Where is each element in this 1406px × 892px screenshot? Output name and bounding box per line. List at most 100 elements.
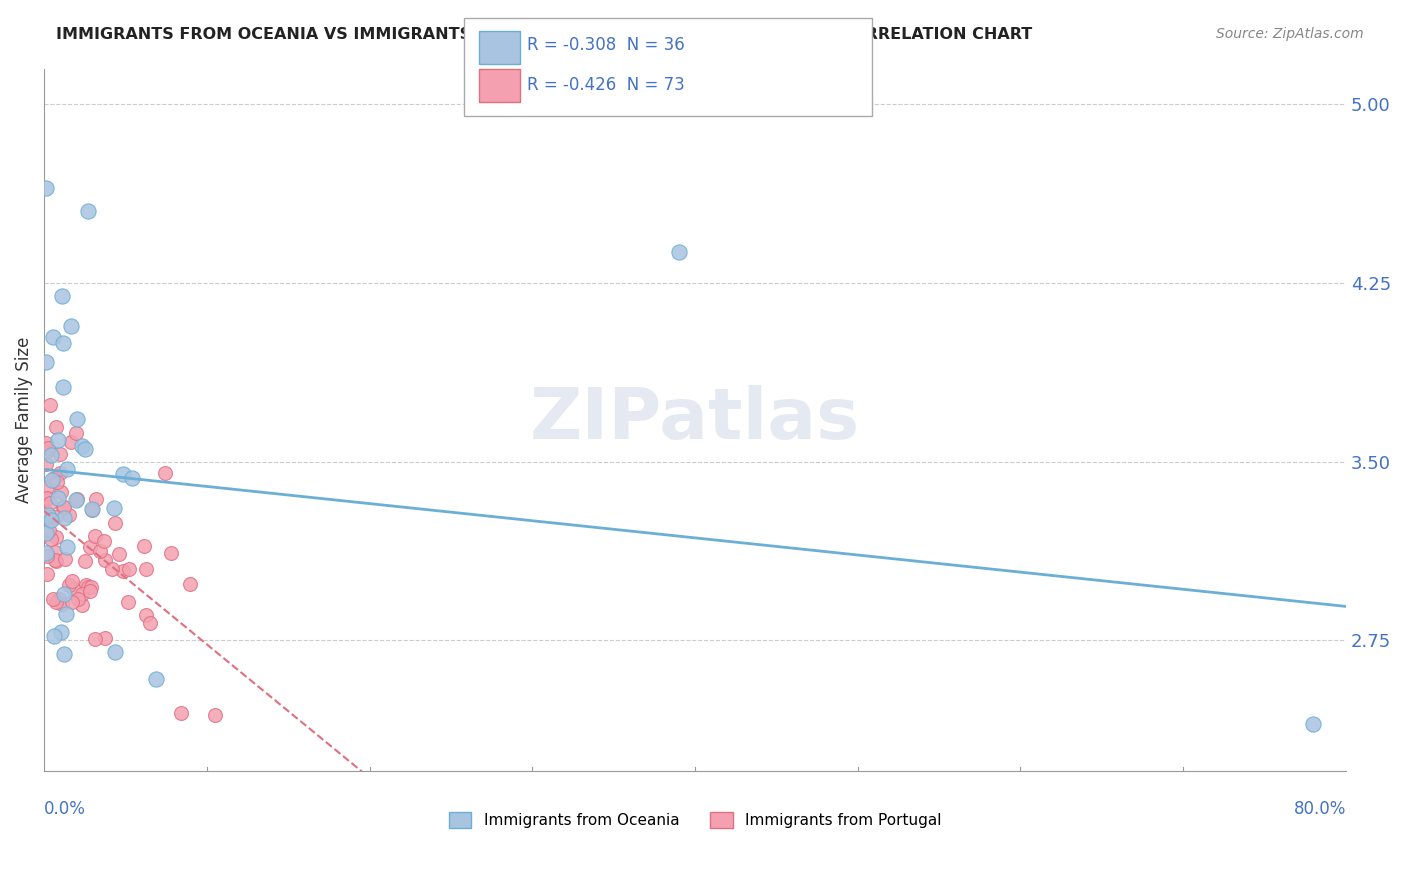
Immigrants from Portugal bbox=[79, 540, 101, 554]
Immigrants from Oceania bbox=[111, 467, 134, 481]
Immigrants from Portugal bbox=[51, 597, 73, 611]
Immigrants from Portugal bbox=[37, 549, 59, 563]
Immigrants from Portugal bbox=[48, 592, 70, 607]
Legend: Immigrants from Oceania, Immigrants from Portugal: Immigrants from Oceania, Immigrants from… bbox=[443, 805, 948, 834]
Immigrants from Oceania bbox=[53, 511, 76, 525]
Immigrants from Portugal bbox=[49, 466, 72, 480]
Immigrants from Portugal bbox=[58, 508, 80, 522]
Immigrants from Portugal bbox=[94, 552, 117, 566]
Immigrants from Portugal bbox=[39, 398, 62, 412]
Immigrants from Portugal bbox=[45, 510, 67, 524]
Immigrants from Oceania bbox=[41, 473, 63, 487]
Immigrants from Portugal bbox=[112, 564, 135, 578]
Immigrants from Portugal bbox=[135, 608, 157, 623]
Immigrants from Portugal bbox=[45, 530, 67, 544]
Text: 80.0%: 80.0% bbox=[1294, 800, 1346, 818]
Immigrants from Portugal bbox=[135, 562, 157, 576]
Immigrants from Portugal bbox=[101, 561, 124, 575]
Immigrants from Portugal bbox=[83, 529, 105, 543]
Immigrants from Portugal bbox=[155, 466, 177, 480]
Immigrants from Portugal bbox=[35, 436, 58, 450]
Text: R = -0.426  N = 73: R = -0.426 N = 73 bbox=[527, 76, 685, 94]
Immigrants from Portugal bbox=[82, 503, 104, 517]
Immigrants from Portugal bbox=[84, 492, 107, 507]
Immigrants from Portugal bbox=[45, 554, 67, 568]
Immigrants from Oceania bbox=[66, 412, 89, 426]
Immigrants from Portugal bbox=[107, 547, 129, 561]
Immigrants from Oceania bbox=[53, 587, 76, 601]
Immigrants from Portugal bbox=[35, 445, 58, 459]
Immigrants from Portugal bbox=[66, 491, 89, 506]
Immigrants from Oceania bbox=[1302, 716, 1324, 731]
Immigrants from Portugal bbox=[104, 516, 127, 530]
Immigrants from Portugal bbox=[52, 500, 75, 515]
Text: R = -0.308  N = 36: R = -0.308 N = 36 bbox=[527, 36, 685, 54]
Immigrants from Portugal bbox=[72, 599, 94, 613]
Immigrants from Portugal bbox=[132, 539, 155, 553]
Immigrants from Oceania bbox=[77, 204, 100, 219]
Immigrants from Portugal bbox=[62, 581, 84, 595]
Immigrants from Portugal bbox=[204, 707, 226, 722]
Immigrants from Oceania bbox=[52, 647, 75, 661]
Immigrants from Portugal bbox=[35, 491, 58, 505]
Immigrants from Portugal bbox=[60, 595, 83, 609]
Immigrants from Portugal bbox=[75, 578, 97, 592]
Immigrants from Portugal bbox=[38, 523, 60, 537]
Immigrants from Portugal bbox=[76, 580, 98, 594]
Immigrants from Portugal bbox=[46, 475, 69, 490]
Immigrants from Portugal bbox=[94, 631, 117, 645]
Immigrants from Portugal bbox=[49, 447, 72, 461]
Immigrants from Oceania bbox=[35, 546, 58, 560]
Y-axis label: Average Family Size: Average Family Size bbox=[15, 337, 32, 503]
Immigrants from Portugal bbox=[44, 545, 66, 559]
Immigrants from Portugal bbox=[35, 511, 58, 525]
Immigrants from Portugal bbox=[70, 586, 93, 600]
Immigrants from Oceania bbox=[52, 336, 75, 351]
Immigrants from Oceania bbox=[121, 471, 143, 485]
Immigrants from Oceania bbox=[35, 355, 58, 369]
Immigrants from Oceania bbox=[42, 629, 65, 643]
Immigrants from Oceania bbox=[145, 672, 167, 686]
Immigrants from Portugal bbox=[44, 419, 66, 434]
Immigrants from Portugal bbox=[117, 595, 139, 609]
Text: Source: ZipAtlas.com: Source: ZipAtlas.com bbox=[1216, 27, 1364, 41]
Immigrants from Oceania bbox=[46, 434, 69, 448]
Immigrants from Oceania bbox=[39, 449, 62, 463]
Immigrants from Oceania bbox=[39, 513, 62, 527]
Immigrants from Portugal bbox=[45, 595, 67, 609]
Immigrants from Portugal bbox=[139, 615, 162, 630]
Immigrants from Oceania bbox=[56, 461, 79, 475]
Immigrants from Portugal bbox=[37, 506, 59, 520]
Immigrants from Portugal bbox=[67, 592, 90, 607]
Immigrants from Portugal bbox=[79, 583, 101, 598]
Immigrants from Oceania bbox=[51, 289, 73, 303]
Immigrants from Portugal bbox=[35, 491, 58, 506]
Immigrants from Portugal bbox=[42, 592, 65, 607]
Immigrants from Portugal bbox=[83, 632, 105, 647]
Immigrants from Portugal bbox=[53, 552, 76, 566]
Immigrants from Oceania bbox=[103, 500, 125, 515]
Immigrants from Portugal bbox=[44, 552, 66, 566]
Immigrants from Oceania bbox=[49, 624, 72, 639]
Text: IMMIGRANTS FROM OCEANIA VS IMMIGRANTS FROM PORTUGAL AVERAGE FAMILY SIZE CORRELAT: IMMIGRANTS FROM OCEANIA VS IMMIGRANTS FR… bbox=[56, 27, 1032, 42]
Immigrants from Oceania bbox=[65, 492, 87, 507]
Immigrants from Portugal bbox=[73, 554, 96, 568]
Immigrants from Portugal bbox=[93, 533, 115, 548]
Immigrants from Portugal bbox=[52, 500, 75, 514]
Immigrants from Portugal bbox=[170, 706, 193, 720]
Immigrants from Oceania bbox=[42, 329, 65, 343]
Immigrants from Oceania bbox=[80, 502, 103, 516]
Immigrants from Oceania bbox=[55, 607, 77, 621]
Immigrants from Oceania bbox=[103, 644, 125, 658]
Immigrants from Portugal bbox=[159, 546, 181, 560]
Immigrants from Oceania bbox=[46, 491, 69, 505]
Immigrants from Portugal bbox=[35, 480, 58, 494]
Immigrants from Portugal bbox=[42, 471, 65, 485]
Immigrants from Portugal bbox=[51, 485, 73, 500]
Immigrants from Portugal bbox=[59, 435, 82, 450]
Immigrants from Oceania bbox=[70, 439, 93, 453]
Immigrants from Oceania bbox=[668, 244, 690, 259]
Immigrants from Portugal bbox=[37, 442, 59, 456]
Immigrants from Oceania bbox=[35, 180, 58, 194]
Immigrants from Oceania bbox=[37, 508, 59, 522]
